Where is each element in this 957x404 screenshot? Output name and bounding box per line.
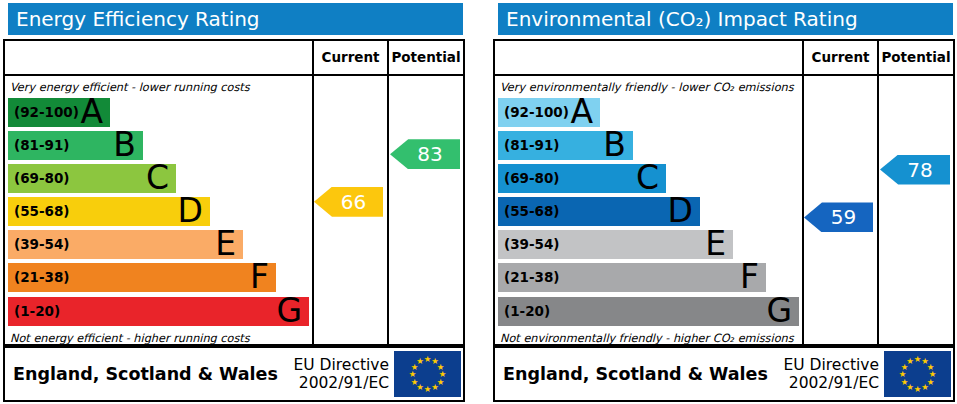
potential-rating-arrow: 78 bbox=[880, 155, 950, 185]
band-b: (81-91) B bbox=[8, 131, 143, 160]
band-letter: C bbox=[146, 164, 169, 192]
band-letter: E bbox=[215, 230, 236, 258]
potential-rating-arrow: 83 bbox=[390, 139, 460, 169]
current-rating-arrow: 66 bbox=[314, 187, 383, 217]
band-range: (81-91) bbox=[8, 131, 70, 160]
flag-star: ★ bbox=[416, 357, 424, 366]
band-f: (21-38) F bbox=[498, 263, 766, 292]
flag-star: ★ bbox=[431, 383, 439, 392]
eu-flag-icon: ★★★★★★★★★★★★ bbox=[394, 351, 461, 397]
band-letter: A bbox=[80, 98, 103, 126]
flag-star: ★ bbox=[424, 355, 432, 364]
band-range: (39-54) bbox=[498, 230, 560, 259]
current-column: 59 bbox=[802, 76, 877, 344]
region-label: England, Scotland & Wales bbox=[5, 364, 294, 384]
flag-star: ★ bbox=[424, 385, 432, 394]
current-column-header: Current bbox=[312, 41, 387, 74]
eu-directive-label: EU Directive 2002/91/EC bbox=[294, 356, 390, 393]
rating-bands-area: Very environmentally friendly - lower CO… bbox=[495, 76, 802, 344]
energy-chart: Current Potential Very energy efficient … bbox=[3, 39, 465, 346]
flag-star: ★ bbox=[914, 385, 922, 394]
band-range: (1-20) bbox=[498, 297, 550, 326]
band-g: (1-20) G bbox=[498, 297, 799, 326]
band-range: (92-100) bbox=[8, 98, 79, 127]
region-label: England, Scotland & Wales bbox=[495, 364, 784, 384]
band-letter: G bbox=[766, 297, 792, 325]
band-c: (69-80) C bbox=[8, 164, 176, 193]
flag-star: ★ bbox=[914, 355, 922, 364]
band-range: (81-91) bbox=[498, 131, 560, 160]
band-range: (55-68) bbox=[8, 197, 70, 226]
co2-chart: Current Potential Very environmentally f… bbox=[493, 39, 955, 346]
environmental-impact-panel: Environmental (CO₂) Impact Rating Curren… bbox=[493, 0, 955, 402]
eu-flag-icon: ★★★★★★★★★★★★ bbox=[884, 351, 951, 397]
top-note: Very energy efficient - lower running co… bbox=[5, 78, 312, 98]
potential-column: 78 bbox=[877, 76, 953, 344]
potential-column: 83 bbox=[387, 76, 463, 344]
column-header-row: Current Potential bbox=[495, 41, 953, 76]
band-range: (55-68) bbox=[498, 197, 560, 226]
bottom-note: Not environmentally friendly - higher CO… bbox=[495, 330, 802, 345]
band-letter: D bbox=[668, 197, 693, 225]
band-letter: D bbox=[178, 197, 203, 225]
band-d: (55-68) D bbox=[498, 197, 700, 226]
top-note: Very environmentally friendly - lower CO… bbox=[495, 78, 802, 98]
flag-star: ★ bbox=[921, 383, 929, 392]
band-e: (39-54) E bbox=[8, 230, 243, 259]
footer: England, Scotland & Wales EU Directive 2… bbox=[3, 346, 465, 402]
footer: England, Scotland & Wales EU Directive 2… bbox=[493, 346, 955, 402]
band-c: (69-80) C bbox=[498, 164, 666, 193]
band-range: (21-38) bbox=[8, 263, 70, 292]
band-range: (21-38) bbox=[498, 263, 560, 292]
band-d: (55-68) D bbox=[8, 197, 210, 226]
band-range: (69-80) bbox=[498, 164, 560, 193]
band-letter: B bbox=[113, 131, 136, 159]
band-range: (1-20) bbox=[8, 297, 60, 326]
band-letter: B bbox=[603, 131, 626, 159]
rating-bands-area: Very energy efficient - lower running co… bbox=[5, 76, 312, 344]
band-a: (92-100)A bbox=[498, 98, 600, 127]
band-a: (92-100)A bbox=[8, 98, 110, 127]
band-range: (92-100) bbox=[498, 98, 569, 127]
epc-rating-charts: Energy Efficiency Rating Current Potenti… bbox=[0, 0, 957, 404]
current-rating-arrow: 59 bbox=[804, 202, 873, 232]
band-b: (81-91) B bbox=[498, 131, 633, 160]
band-letter: E bbox=[705, 230, 726, 258]
energy-efficiency-panel: Energy Efficiency Rating Current Potenti… bbox=[3, 0, 465, 402]
band-g: (1-20) G bbox=[8, 297, 309, 326]
potential-column-header: Potential bbox=[387, 41, 463, 74]
band-range: (69-80) bbox=[8, 164, 70, 193]
column-header-row: Current Potential bbox=[5, 41, 463, 76]
bottom-note: Not energy efficient - higher running co… bbox=[5, 330, 312, 345]
band-f: (21-38) F bbox=[8, 263, 276, 292]
band-letter: C bbox=[636, 164, 659, 192]
potential-column-header: Potential bbox=[877, 41, 953, 74]
current-column-header: Current bbox=[802, 41, 877, 74]
band-letter: F bbox=[740, 263, 759, 291]
flag-star: ★ bbox=[906, 357, 914, 366]
band-letter: A bbox=[570, 98, 593, 126]
band-range: (39-54) bbox=[8, 230, 70, 259]
current-column: 66 bbox=[312, 76, 387, 344]
band-e: (39-54) E bbox=[498, 230, 733, 259]
panel-title: Energy Efficiency Rating bbox=[8, 3, 463, 35]
band-letter: G bbox=[276, 297, 302, 325]
eu-directive-label: EU Directive 2002/91/EC bbox=[784, 356, 880, 393]
panel-title: Environmental (CO₂) Impact Rating bbox=[498, 3, 953, 35]
band-letter: F bbox=[250, 263, 269, 291]
